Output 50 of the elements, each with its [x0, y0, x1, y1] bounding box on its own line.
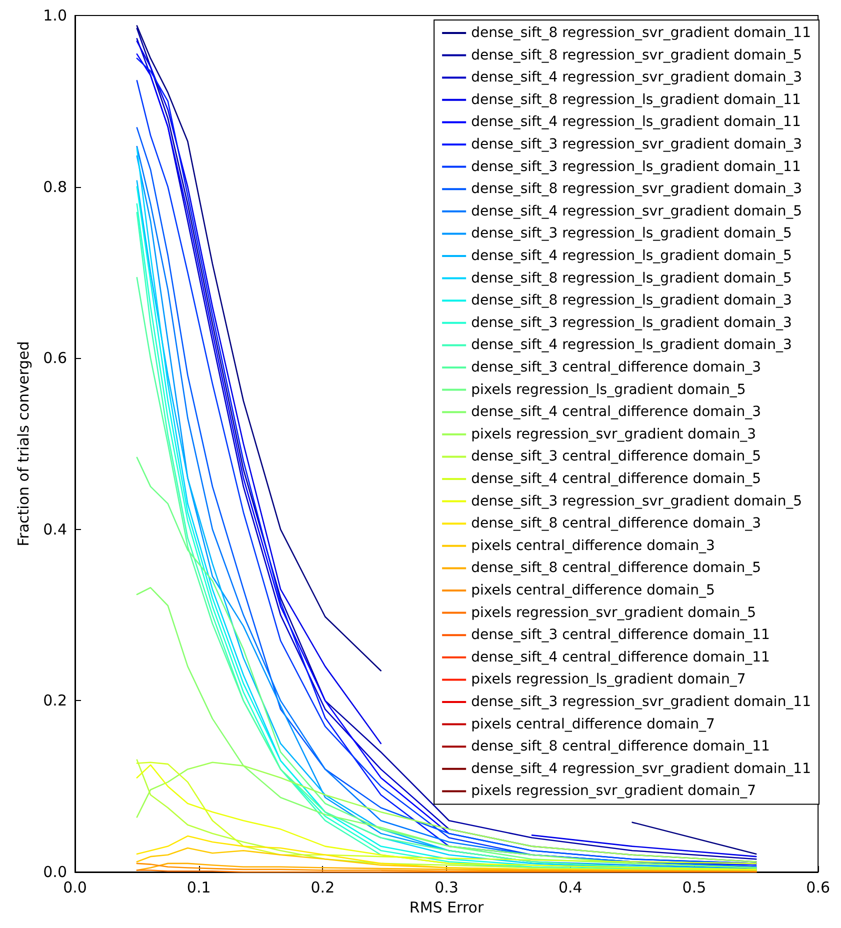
- legend-label: dense_sift_3 central_difference domain_3: [471, 360, 762, 376]
- y-tick-label: 0.6: [43, 349, 67, 368]
- legend-label: pixels central_difference domain_7: [471, 716, 715, 732]
- x-tick-label: 0.4: [558, 878, 582, 896]
- legend-label: dense_sift_4 regression_ls_gradient domain_3: [471, 337, 792, 354]
- y-tick-label: 0.4: [43, 520, 67, 538]
- legend-label: dense_sift_8 central_difference domain_11: [471, 738, 770, 755]
- legend-label: dense_sift_3 central_difference domain_5: [471, 448, 762, 465]
- legend-label: dense_sift_3 regression_svr_gradient domain_5: [471, 493, 802, 510]
- y-tick-label: 1.0: [43, 6, 67, 24]
- legend-label: pixels regression_ls_gradient domain_7: [471, 672, 746, 688]
- y-tick-label: 0.2: [43, 692, 67, 710]
- legend-label: dense_sift_4 regression_svr_gradient domain_3: [471, 70, 802, 86]
- x-tick-label: 0.6: [806, 878, 830, 896]
- y-tick-label: 0.8: [43, 178, 67, 196]
- x-tick-label: 0.2: [310, 878, 335, 896]
- x-tick-label: 0.0: [63, 878, 87, 896]
- legend-label: dense_sift_4 central_difference domain_3: [471, 404, 762, 420]
- legend-label: dense_sift_3 regression_ls_gradient domain_11: [471, 158, 801, 175]
- legend-label: dense_sift_4 central_difference domain_5: [471, 471, 762, 487]
- legend-label: dense_sift_8 regression_ls_gradient domain_5: [471, 270, 792, 286]
- legend-label: dense_sift_8 regression_svr_gradient domain_3: [471, 181, 802, 198]
- legend-label: dense_sift_3 central_difference domain_11: [471, 627, 770, 644]
- legend-label: pixels regression_svr_gradient domain_7: [471, 783, 756, 800]
- legend-label: pixels regression_svr_gradient domain_5: [471, 604, 756, 621]
- legend-label: dense_sift_3 regression_ls_gradient domain_5: [471, 226, 792, 242]
- y-tick-label: 0.0: [43, 863, 67, 881]
- legend-label: dense_sift_4 regression_ls_gradient domain_11: [471, 114, 801, 130]
- legend-label: dense_sift_3 regression_ls_gradient domain_3: [471, 314, 792, 331]
- x-tick-label: 0.1: [186, 878, 211, 896]
- legend-label: dense_sift_3 regression_svr_gradient domain_3: [471, 136, 802, 152]
- legend-label: pixels central_difference domain_3: [471, 538, 715, 554]
- legend-label: dense_sift_8 regression_svr_gradient domain_11: [471, 25, 812, 41]
- x-tick-label: 0.3: [434, 878, 458, 896]
- legend-label: dense_sift_8 regression_ls_gradient domain_3: [471, 292, 792, 309]
- legend-label: dense_sift_8 regression_ls_gradient domain_11: [471, 92, 801, 108]
- legend-label: dense_sift_3 regression_svr_gradient domain_11: [471, 694, 812, 710]
- legend-label: dense_sift_8 central_difference domain_3: [471, 516, 762, 532]
- legend-label: dense_sift_4 regression_ls_gradient domain_5: [471, 248, 792, 264]
- legend-label: dense_sift_8 regression_svr_gradient domain_5: [471, 47, 802, 64]
- legend-label: pixels central_difference domain_5: [471, 582, 715, 598]
- legend-label: dense_sift_8 central_difference domain_5: [471, 560, 762, 576]
- y-axis-title: Fraction of trials converged: [14, 341, 32, 546]
- x-tick-label: 0.5: [682, 878, 706, 896]
- legend-label: dense_sift_4 regression_svr_gradient domain_11: [471, 760, 812, 777]
- legend-label: pixels regression_ls_gradient domain_5: [471, 382, 746, 398]
- legend-label: dense_sift_4 regression_svr_gradient domain_5: [471, 203, 802, 220]
- legend-label: dense_sift_4 central_difference domain_11: [471, 649, 770, 666]
- legend-label: pixels regression_svr_gradient domain_3: [471, 426, 756, 442]
- x-axis-title: RMS Error: [409, 898, 484, 916]
